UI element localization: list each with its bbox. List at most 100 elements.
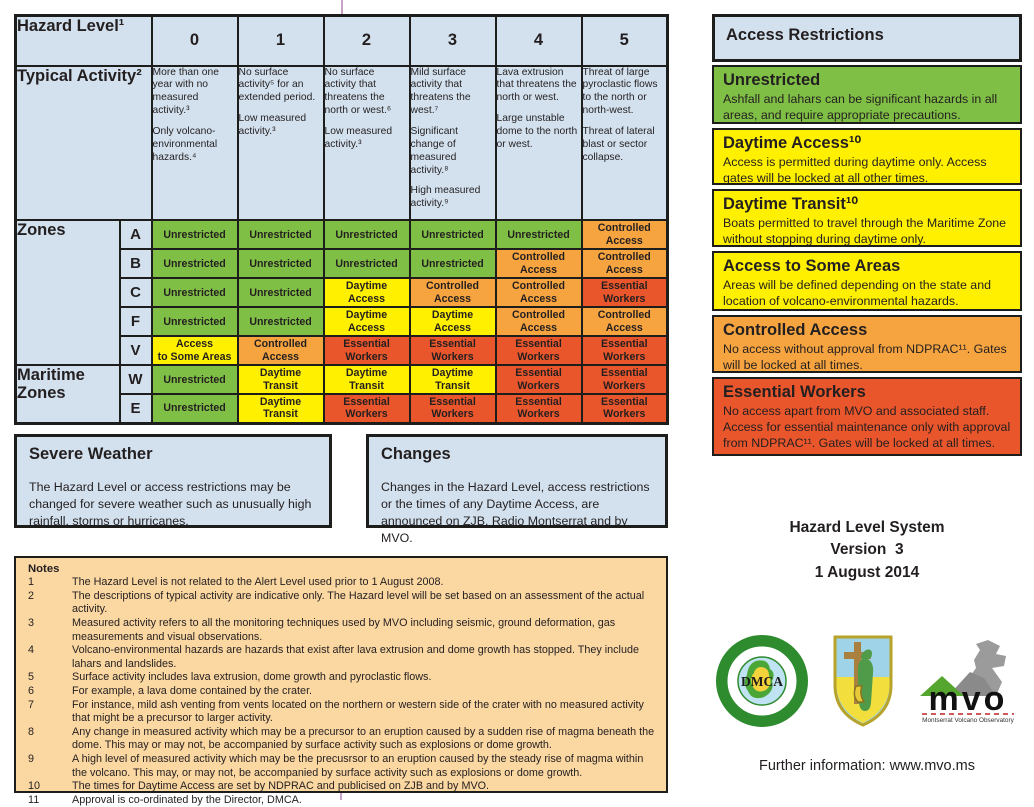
access-section-title: Daytime Access¹⁰ bbox=[723, 134, 862, 152]
note-number: 1 bbox=[28, 576, 35, 589]
zone-W-level-3-cell: Daytime Transit bbox=[408, 364, 497, 396]
typical-activity-paragraph: Mild surface activity that threatens the… bbox=[410, 66, 471, 117]
access-section-title: Unrestricted bbox=[723, 71, 821, 89]
zone-C-level-4-cell: Controlled Access bbox=[494, 277, 583, 309]
note-text: Any change in measured activity which ma… bbox=[72, 725, 655, 752]
logos-row: DMCA mvo Montserrat Volcano Observatory bbox=[712, 628, 1022, 733]
note-item-5: 5 Surface activity includes lava extrusio… bbox=[28, 671, 658, 685]
access-section-access-to-some-areas: Access to Some Areas Areas will be define… bbox=[712, 251, 1022, 311]
zone-E-level-0-cell: Unrestricted bbox=[150, 393, 239, 425]
footer-info: Further information: www.mvo.ms bbox=[759, 758, 975, 774]
note-number: 2 bbox=[28, 589, 35, 602]
zone-letter-V: V bbox=[118, 335, 153, 367]
typical-activity-paragraph: Large unstable dome to the north or west… bbox=[496, 113, 578, 150]
notes-title: Notes bbox=[28, 563, 60, 575]
note-item-6: 6 For example, a lava dome contained by t… bbox=[28, 685, 658, 699]
zone-F-level-1-cell: Unrestricted bbox=[236, 306, 325, 338]
typical-activity-header: Typical Activity² bbox=[14, 64, 153, 222]
access-restrictions-header: Access Restrictions bbox=[712, 14, 1022, 62]
zone-A-level-0-cell: Unrestricted bbox=[150, 219, 239, 251]
zone-V-level-3-cell: Essential Workers bbox=[408, 335, 497, 367]
zone-letter-B: B bbox=[118, 248, 153, 280]
version-line-2: Version 3 bbox=[830, 541, 904, 559]
note-text: The Hazard Level is not related to the A… bbox=[72, 576, 444, 589]
typical-activity-paragraph: Significant change of measured activity.… bbox=[410, 125, 459, 176]
zone-W-level-1-cell: Daytime Transit bbox=[236, 364, 325, 396]
zone-C-level-2-cell: Daytime Access bbox=[322, 277, 411, 309]
typical-activity-paragraph: High measured activity.⁹ bbox=[410, 185, 481, 210]
zone-B-level-0-cell: Unrestricted bbox=[150, 248, 239, 280]
typical-activity-row: Typical Activity² More than one year with… bbox=[14, 64, 669, 222]
zone-row-E: E Unrestricted Daytime Transit Essential Wo… bbox=[16, 393, 669, 425]
typical-activity-paragraph: More than one year with no measured acti… bbox=[152, 66, 219, 117]
zone-E-level-1-cell: Daytime Transit bbox=[236, 393, 325, 425]
access-section-essential-workers: Essential Workers No access apart from MV… bbox=[712, 377, 1022, 456]
zone-B-level-4-cell: Controlled Access bbox=[494, 248, 583, 280]
note-item-11: 11 Approval is co-ordinated by the Direct… bbox=[28, 794, 658, 807]
zone-letter-E: E bbox=[118, 393, 153, 425]
access-section-body: Boats permitted to travel through the Ma… bbox=[723, 215, 1007, 246]
zone-V-level-5-cell: Essential Workers bbox=[580, 335, 669, 367]
note-text: The descriptions of typical activity are… bbox=[72, 589, 645, 616]
version-line-1: Hazard Level System bbox=[789, 519, 945, 536]
fold-mark-top bbox=[341, 0, 343, 14]
level-1-header: 1 bbox=[236, 14, 325, 67]
access-section-body: No access apart from MVO and associated … bbox=[723, 403, 1011, 450]
typical-activity-level-4: Lava extrusion that threatens the north … bbox=[494, 64, 583, 222]
note-item-1: 1 The Hazard Level is not related to the … bbox=[28, 576, 658, 590]
typical-activity-paragraph: No surface activity that threatens the n… bbox=[324, 66, 392, 117]
typical-activity-paragraph: Lava extrusion that threatens the north … bbox=[496, 66, 577, 104]
montserrat-shield-logo bbox=[833, 635, 893, 727]
zone-row-W: Maritime Zones W Unrestricted Daytime Trans… bbox=[14, 364, 669, 425]
zone-row-F: F Unrestricted Unrestricted Daytime Access D… bbox=[16, 306, 669, 338]
zone-B-level-5-cell: Controlled Access bbox=[580, 248, 669, 280]
note-text: For example, a lava dome contained by th… bbox=[72, 684, 313, 697]
zone-E-level-2-cell: Essential Workers bbox=[322, 393, 411, 425]
note-text: For instance, mild ash venting from vent… bbox=[72, 698, 644, 725]
zone-V-level-1-cell: Controlled Access bbox=[236, 335, 325, 367]
access-section-daytime-transit: Daytime Transit¹⁰ Boats permitted to trav… bbox=[712, 189, 1022, 247]
changes-title: Changes bbox=[381, 445, 451, 463]
access-section-body: Areas will be defined depending on the s… bbox=[723, 277, 991, 308]
level-3-header: 3 bbox=[408, 14, 497, 67]
note-item-3: 3 Measured activity refers to all the mon… bbox=[28, 617, 658, 644]
access-section-daytime-access: Daytime Access¹⁰ Access is permitted duri… bbox=[712, 128, 1022, 185]
note-number: 5 bbox=[28, 671, 35, 684]
typical-activity-level-0: More than one year with no measured acti… bbox=[150, 64, 239, 222]
hazard-table: Hazard Level¹ 0 1 2 3 4 5 Typical Activity² More… bbox=[14, 14, 670, 425]
access-restrictions-list: Unrestricted Ashfall and lahars can be si… bbox=[712, 65, 1022, 460]
note-text: A high level of measured activity which … bbox=[72, 752, 644, 779]
changes-body: Changes in the Hazard Level, access rest… bbox=[381, 480, 650, 546]
note-number: 9 bbox=[28, 752, 35, 765]
severe-weather-body: The Hazard Level or access restrictions … bbox=[29, 480, 312, 529]
zone-A-level-5-cell: Controlled Access bbox=[580, 219, 669, 251]
changes-box: Changes Changes in the Hazard Level, acc… bbox=[366, 434, 668, 545]
note-number: 7 bbox=[28, 698, 35, 711]
typical-activity-paragraph: Threat of large pyroclastic flows to the… bbox=[582, 66, 658, 117]
note-number: 6 bbox=[28, 684, 35, 697]
access-section-title: Controlled Access bbox=[723, 321, 868, 339]
version-line-3: 1 August 2014 bbox=[814, 563, 920, 581]
typical-activity-paragraph: Low measured activity.³ bbox=[324, 125, 393, 150]
zone-E-level-4-cell: Essential Workers bbox=[494, 393, 583, 425]
typical-activity-level-3: Mild surface activity that threatens the… bbox=[408, 64, 497, 222]
zone-letter-W: W bbox=[118, 364, 153, 396]
note-text: The times for Daytime Access are set by … bbox=[72, 780, 490, 793]
level-4-header: 4 bbox=[494, 14, 583, 67]
access-section-body: Ashfall and lahars can be significant ha… bbox=[723, 91, 998, 122]
level-0-header: 0 bbox=[150, 14, 239, 67]
note-item-10: 10 The times for Daytime Access are set b… bbox=[28, 780, 658, 794]
notes-list: 1 The Hazard Level is not related to the … bbox=[28, 576, 658, 807]
zone-row-C: C Unrestricted Unrestricted Daytime Access C… bbox=[16, 277, 669, 309]
zone-A-level-4-cell: Unrestricted bbox=[494, 219, 583, 251]
access-restrictions-title: Access Restrictions bbox=[726, 26, 884, 44]
access-section-body: Access is permitted during daytime only.… bbox=[723, 154, 987, 185]
zone-C-level-5-cell: Essential Workers bbox=[580, 277, 669, 309]
hazard-table-header-row: Hazard Level¹ 0 1 2 3 4 5 bbox=[14, 14, 669, 67]
mvo-logo-text: mvo bbox=[929, 680, 1008, 718]
zone-row-B: B Unrestricted Unrestricted Unrestricted Unr… bbox=[16, 248, 669, 280]
zone-F-level-2-cell: Daytime Access bbox=[322, 306, 411, 338]
dmca-logo: DMCA bbox=[716, 634, 808, 727]
maritime-zones-group-label: Maritime Zones bbox=[14, 364, 121, 425]
